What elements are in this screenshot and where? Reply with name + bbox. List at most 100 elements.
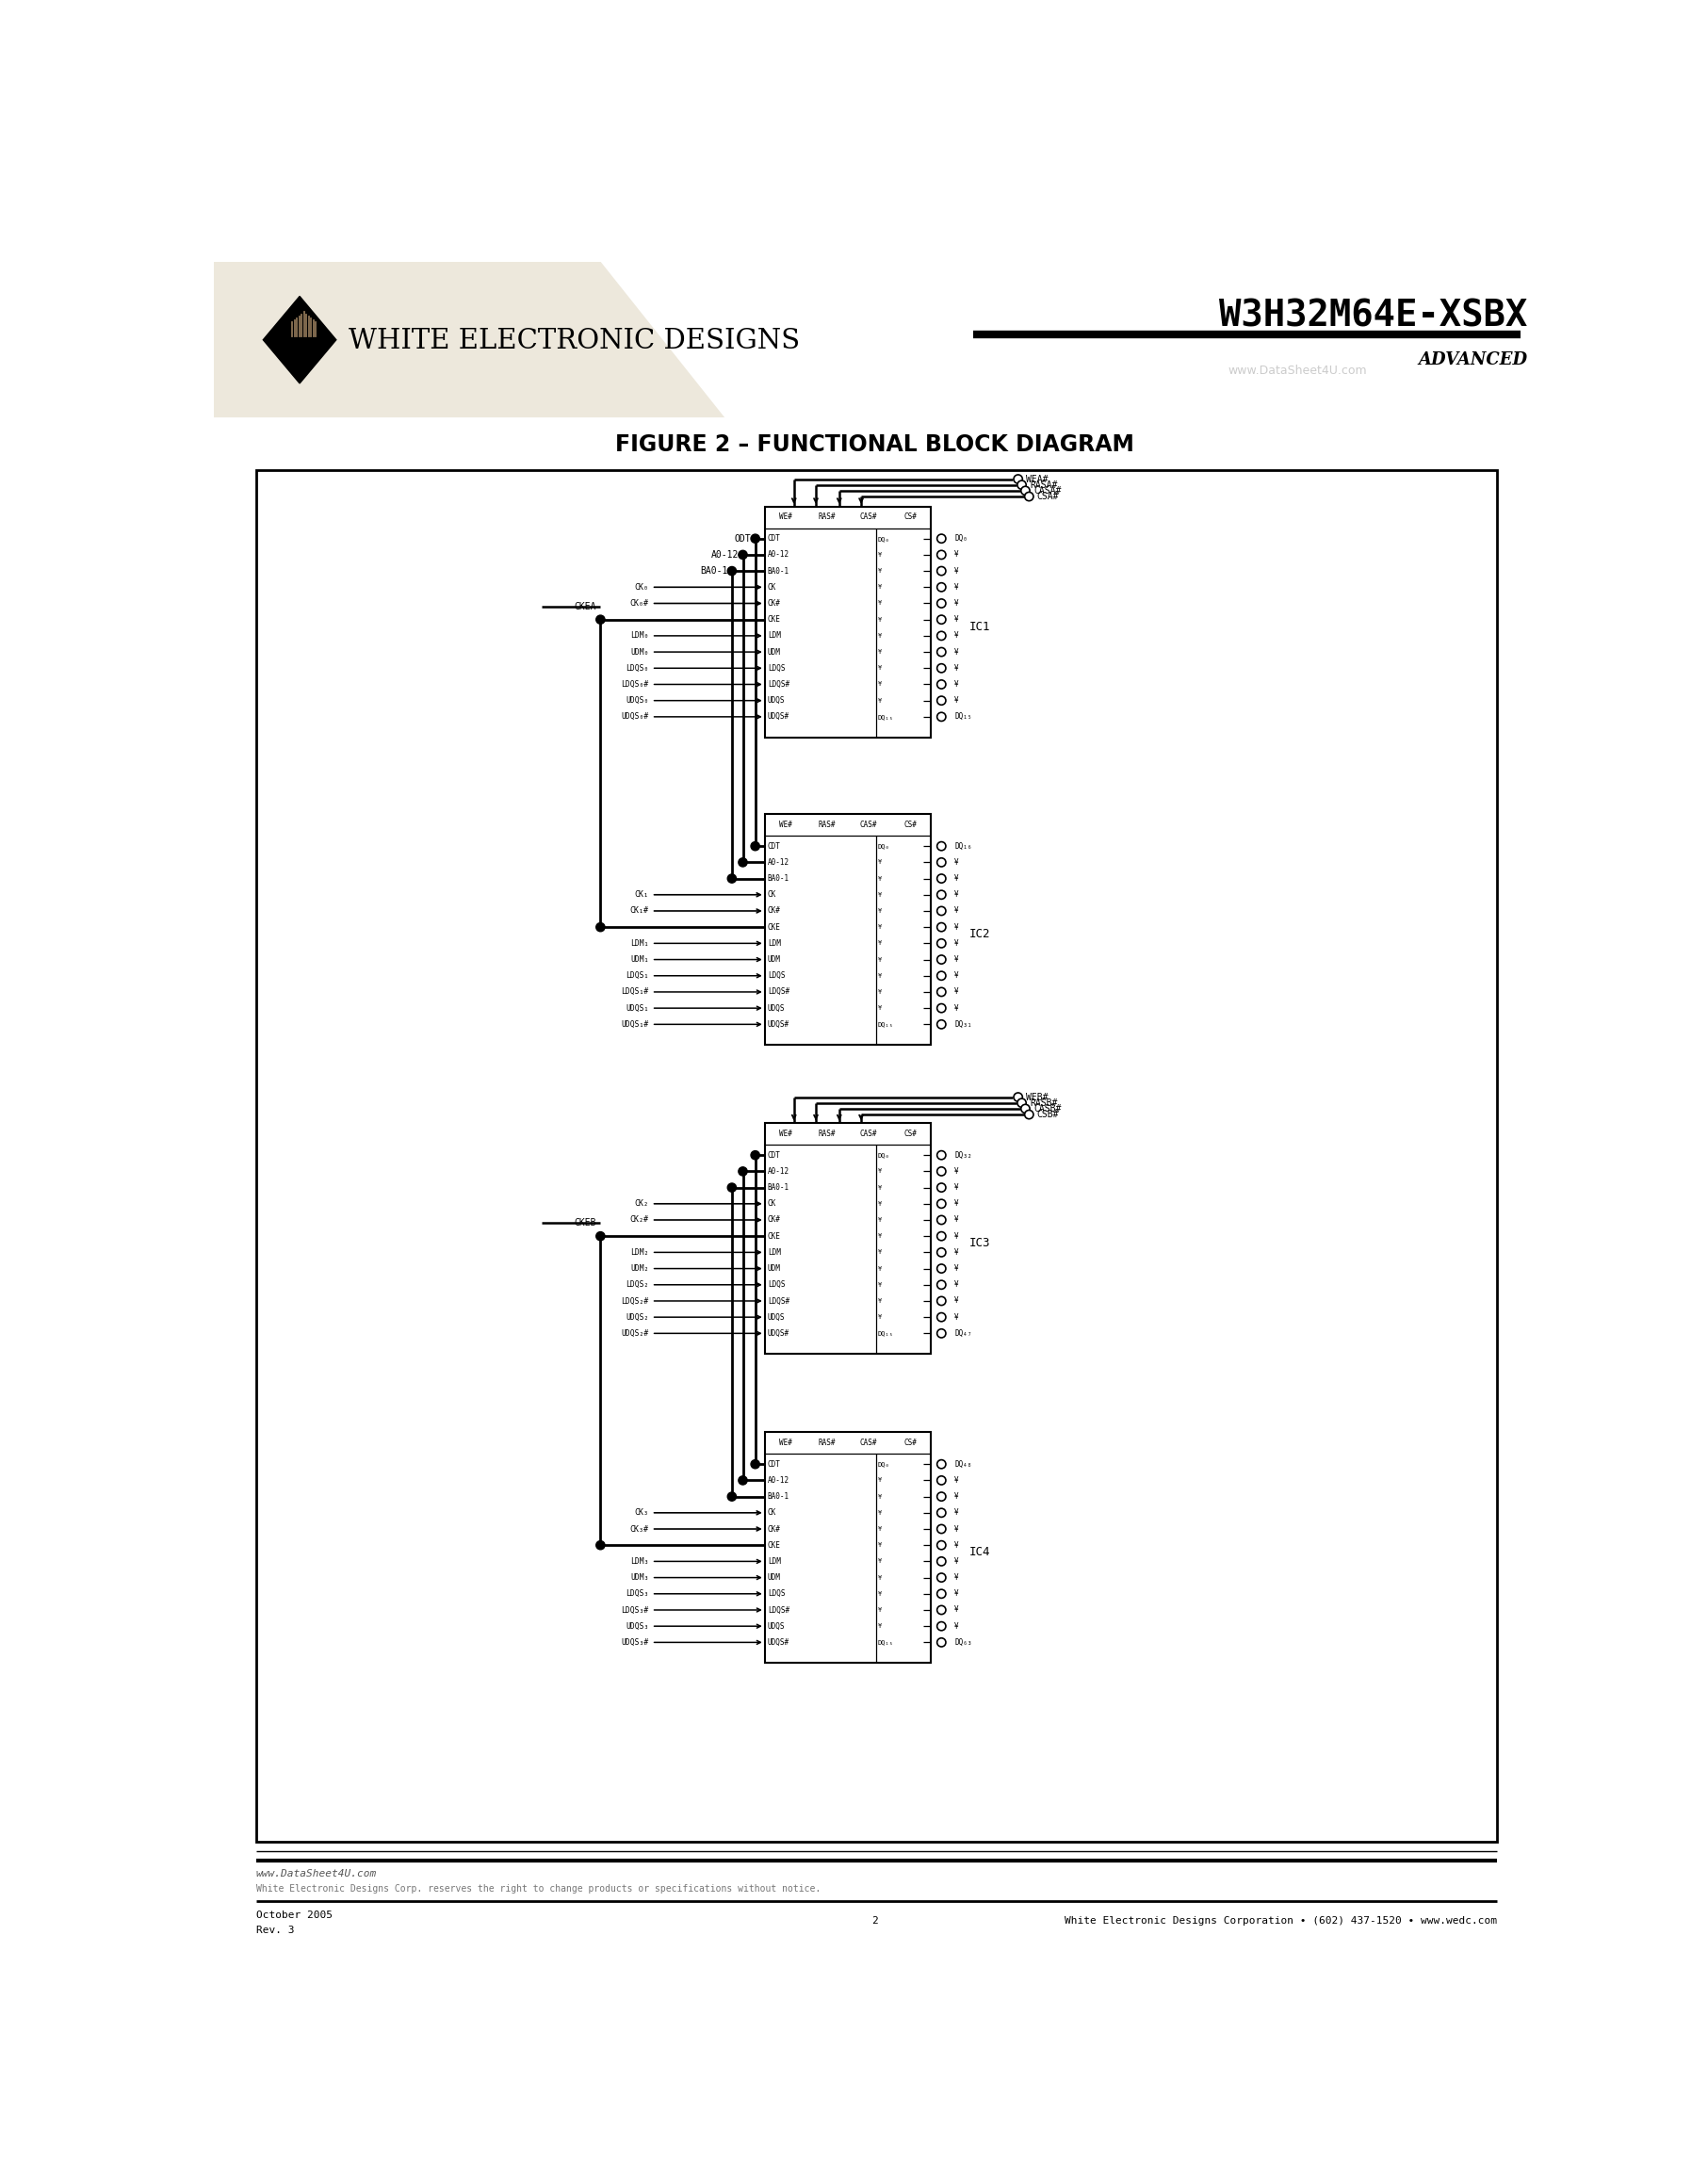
Text: ¥: ¥ <box>878 1281 881 1288</box>
Text: ¥: ¥ <box>955 1606 958 1615</box>
Text: White Electronic Designs Corporation • (602) 437-1520 • www.wedc.com: White Electronic Designs Corporation • (… <box>1064 1915 1496 1926</box>
Text: ¥: ¥ <box>878 1201 881 1207</box>
Text: CK₁#: CK₁# <box>630 906 649 915</box>
Text: CAS#: CAS# <box>861 512 878 521</box>
Text: CK#: CK# <box>767 906 781 915</box>
Text: ¥: ¥ <box>878 972 881 978</box>
Circle shape <box>938 647 946 656</box>
Text: ¥: ¥ <box>878 1314 881 1320</box>
Text: ¥: ¥ <box>955 874 958 882</box>
Text: WEA#: WEA# <box>1027 475 1049 484</box>
Text: ¥: ¥ <box>878 617 881 623</box>
Text: ¥: ¥ <box>955 665 958 673</box>
Text: DQ₃₁: DQ₃₁ <box>955 1020 972 1028</box>
Text: UDQS₁#: UDQS₁# <box>622 1020 649 1028</box>
Text: CK: CK <box>767 584 777 591</box>
Text: CKEB: CKEB <box>574 1218 596 1227</box>
Text: LDM₂: LDM₂ <box>630 1249 649 1257</box>
Text: WEB#: WEB# <box>1027 1092 1049 1103</box>
Bar <box>765 1432 931 1663</box>
Circle shape <box>938 582 946 591</box>
Circle shape <box>728 1183 736 1192</box>
Text: RAS#: RAS# <box>818 512 835 521</box>
Circle shape <box>1015 475 1023 484</box>
Text: A0-12: A0-12 <box>767 551 789 560</box>
Circle shape <box>938 1508 946 1517</box>
Text: DQ₆₃: DQ₆₃ <box>955 1639 972 1647</box>
Text: ¥: ¥ <box>878 1477 881 1484</box>
Text: CK₃: CK₃ <box>634 1508 649 1517</box>
Text: UDQS₂: UDQS₂ <box>625 1314 649 1320</box>
Text: ¥: ¥ <box>955 599 958 608</box>
Text: ¥: ¥ <box>955 1573 958 1582</box>
Circle shape <box>938 1588 946 1597</box>
Text: ¥: ¥ <box>878 941 881 946</box>
Circle shape <box>728 1493 736 1501</box>
Text: DQ₁₅: DQ₁₅ <box>878 715 893 719</box>
Text: UDQS: UDQS <box>767 1005 786 1013</box>
Text: CKE: CKE <box>767 1231 781 1240</box>
Text: LDM: LDM <box>767 1558 781 1567</box>
Text: ¥: ¥ <box>955 584 958 591</box>
Text: DQ₁₅: DQ₁₅ <box>878 1022 893 1026</box>
Circle shape <box>938 713 946 721</box>
Circle shape <box>738 859 746 867</box>
Text: ¥: ¥ <box>878 1510 881 1517</box>
Circle shape <box>738 1168 746 1177</box>
Text: WE#: WE# <box>779 1438 793 1447</box>
Text: White Electronic Designs Corp. reserves the right to change products or specific: White Electronic Designs Corp. reserves … <box>256 1885 820 1894</box>
Text: LDQS₂#: LDQS₂# <box>622 1297 649 1305</box>
Text: ODT: ODT <box>734 534 752 543</box>
Text: DQ₃₂: DQ₃₂ <box>955 1151 972 1159</box>
Text: ¥: ¥ <box>955 1558 958 1567</box>
Text: ¥: ¥ <box>955 1297 958 1305</box>
Circle shape <box>752 1151 760 1159</box>
Text: LDM₁: LDM₁ <box>630 939 649 948</box>
Text: LDM: LDM <box>767 632 781 641</box>
Text: DQ₁₆: DQ₁₆ <box>955 841 972 850</box>
Text: ADVANCED: ADVANCED <box>1418 351 1527 368</box>
Text: ¥: ¥ <box>955 1508 958 1517</box>
Text: CAS#: CAS# <box>861 1129 878 1137</box>
Text: UDQS: UDQS <box>767 697 786 704</box>
Text: CASA#: CASA# <box>1033 486 1061 495</box>
Text: RAS#: RAS# <box>818 819 835 828</box>
Text: BA0-1: BA0-1 <box>767 1183 789 1192</box>
Text: ¥: ¥ <box>878 876 881 880</box>
Text: CK₃#: CK₃# <box>630 1525 649 1534</box>
Circle shape <box>938 1297 946 1305</box>
Text: ¥: ¥ <box>955 1541 958 1549</box>
Polygon shape <box>214 261 724 418</box>
Text: ¥: ¥ <box>955 1249 958 1257</box>
Text: ¥: ¥ <box>878 1266 881 1270</box>
Text: LDQS: LDQS <box>767 665 786 673</box>
Text: UDQS#: UDQS# <box>767 1020 789 1028</box>
Text: A0-12: A0-12 <box>767 859 789 867</box>
Text: UDQS₀: UDQS₀ <box>625 697 649 704</box>
Text: CDT: CDT <box>767 534 781 543</box>
Text: ¥: ¥ <box>878 1608 881 1612</box>
Text: LDQS#: LDQS# <box>767 680 789 689</box>
Circle shape <box>938 1020 946 1028</box>
Text: 2: 2 <box>871 1915 878 1926</box>
Text: October 2005: October 2005 <box>256 1911 331 1920</box>
Text: WE#: WE# <box>779 1129 793 1137</box>
Text: ¥: ¥ <box>955 647 958 656</box>
Text: www.DataSheet4U.com: www.DataSheet4U.com <box>256 1870 377 1878</box>
Circle shape <box>938 1606 946 1615</box>
Polygon shape <box>263 296 336 384</box>
Text: LDQS₁: LDQS₁ <box>625 972 649 981</box>
Text: DQ₁₅: DQ₁₅ <box>955 713 972 721</box>
Text: IC2: IC2 <box>968 928 991 941</box>
Circle shape <box>1018 1098 1027 1107</box>
Text: ¥: ¥ <box>955 1005 958 1013</box>
Text: LDQS#: LDQS# <box>767 1606 789 1615</box>
Text: UDM: UDM <box>767 1573 781 1582</box>
Circle shape <box>938 874 946 882</box>
Text: ¥: ¥ <box>955 697 958 704</box>
Circle shape <box>728 567 736 575</box>
Circle shape <box>938 1005 946 1013</box>
Text: IC4: IC4 <box>968 1547 991 1558</box>
Text: CSA#: CSA# <box>1037 492 1059 501</box>
Text: WE#: WE# <box>779 819 793 828</box>
